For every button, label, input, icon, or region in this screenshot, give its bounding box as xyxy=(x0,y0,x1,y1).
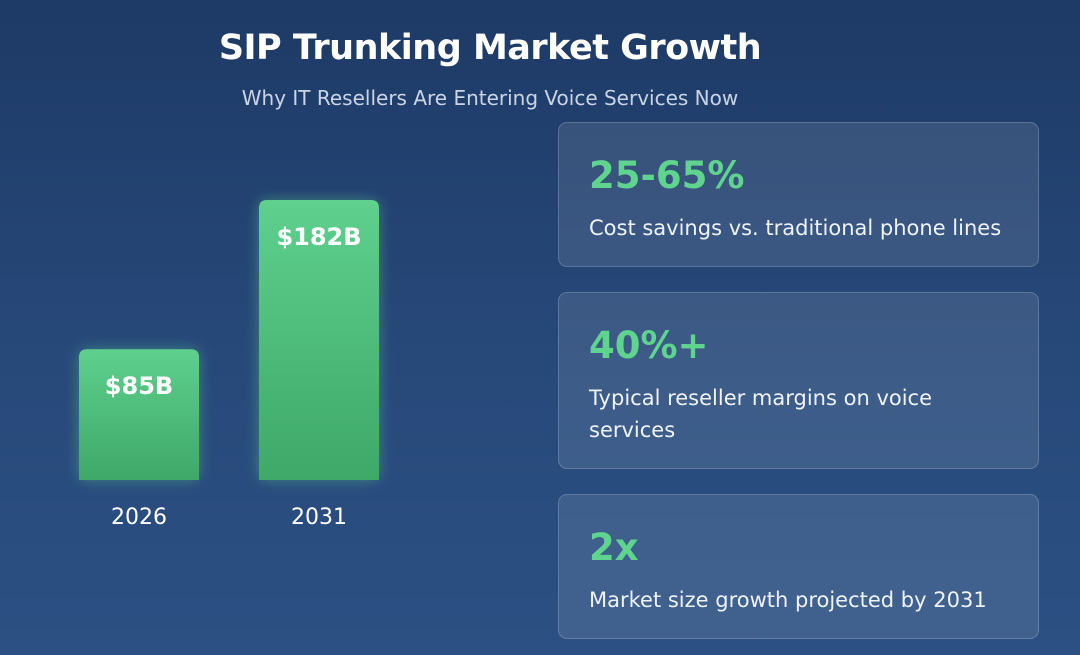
bar-2031 xyxy=(259,200,379,480)
stat-description: Cost savings vs. traditional phone lines xyxy=(589,216,1002,240)
bar-value-label: $182B xyxy=(276,223,361,251)
page-subtitle: Why IT Resellers Are Entering Voice Serv… xyxy=(241,86,739,110)
stat-description: Market size growth projected by 2031 xyxy=(589,588,987,612)
bar-2026 xyxy=(79,349,199,480)
x-tick-label: 2031 xyxy=(291,505,347,530)
bar-value-label: $85B xyxy=(105,372,173,400)
stat-value: 25-65% xyxy=(589,154,745,197)
market-growth-bar-chart: $85B 2026 $182B 2031 xyxy=(79,200,379,530)
stat-card-market-growth: 2x Market size growth projected by 2031 xyxy=(558,494,1039,639)
stat-description: Typical reseller margins on voice servic… xyxy=(589,386,933,442)
stat-value: 40%+ xyxy=(589,324,709,367)
stat-card-cost-savings: 25-65% Cost savings vs. traditional phon… xyxy=(558,122,1039,267)
page-title: SIP Trunking Market Growth xyxy=(218,28,762,68)
stat-value: 2x xyxy=(589,526,639,569)
x-tick-label: 2026 xyxy=(111,505,167,530)
stat-card-reseller-margins: 40%+ Typical reseller margins on voice s… xyxy=(558,292,1039,469)
